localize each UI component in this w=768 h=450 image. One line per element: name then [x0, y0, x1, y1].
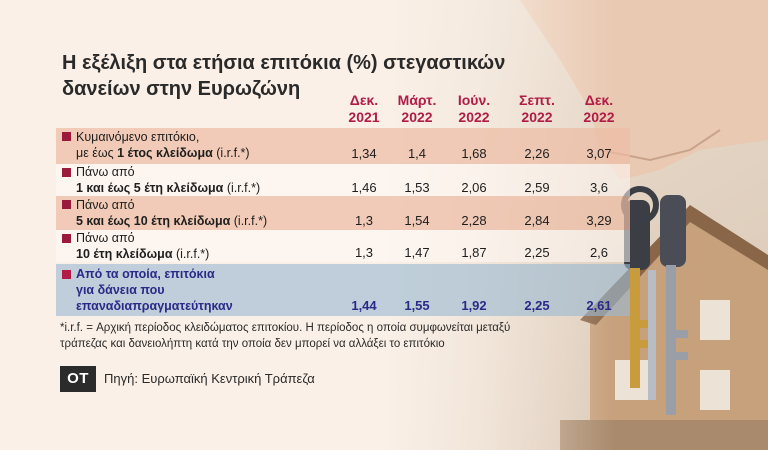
table-row: Πάνω από 5 και έως 10 έτη κλείδωμα (i.r.… [56, 196, 630, 230]
table-cell: 1,68 [461, 146, 487, 161]
row-label-note: (i.r.f.*) [223, 181, 261, 195]
table-row-highlight: Από τα οποία, επιτόκια για δάνεια που επ… [56, 264, 630, 316]
chart-title-line-1: Η εξέλιξη στα ετήσια επιτόκια (%) στεγασ… [62, 52, 506, 74]
table-cell: 3,29 [586, 213, 612, 228]
table-cell: 2,6 [589, 245, 609, 260]
table-cell: 1,87 [461, 245, 487, 260]
row-label-line-2: για δάνεια που [76, 283, 165, 297]
table-row: Πάνω από 1 και έως 5 έτη κλείδωμα (i.r.f… [56, 164, 630, 196]
row-label-line-1: Πάνω από [76, 231, 135, 245]
table-cell: 1,4 [407, 146, 427, 161]
column-header-month: Σεπτ. [519, 92, 555, 108]
column-header-year: 2022 [521, 109, 553, 125]
column-header-month: Ιούν. [457, 92, 491, 108]
bullet-square [62, 200, 71, 209]
row-label-line-2: 1 και έως 5 έτη κλείδωμα (i.r.f.*) [76, 180, 260, 196]
table-cell: 1,3 [354, 213, 374, 228]
table-cell: 2,26 [524, 146, 550, 161]
row-label-note: (i.r.f.*) [230, 214, 268, 228]
bullet-square [62, 234, 71, 243]
column-header-month: Δεκ. [349, 92, 379, 108]
footnote-line-2: τράπεζας και δανειολήπτη κατά την οποία … [60, 338, 445, 350]
column-header-year: 2022 [583, 109, 615, 125]
table-cell: 2,25 [524, 298, 550, 313]
row-label-line-2: 10 έτη κλείδωμα (i.r.f.*) [76, 246, 209, 262]
column-header-year: 2021 [348, 109, 380, 125]
column-header-month: Μάρτ. [397, 92, 437, 108]
row-label-bold: 1 έτος κλείδωμα [117, 146, 213, 160]
table-cell: 2,06 [461, 180, 487, 195]
column-header: Δεκ. 2022 [567, 92, 631, 126]
table-cell: 1,47 [404, 245, 430, 260]
row-label-line-1: Πάνω από [76, 198, 135, 212]
column-header: Σεπτ. 2022 [505, 92, 569, 126]
column-header: Δεκ. 2021 [332, 92, 396, 126]
table-row: Κυμαινόμενο επιτόκιο, με έως 1 έτος κλεί… [56, 128, 630, 164]
table-cell: 1,54 [404, 213, 430, 228]
row-label-line-1: Κυμαινόμενο επιτόκιο, [76, 130, 200, 144]
footnote: *i.r.f. = Αρχική περίοδος κλειδώματος επ… [60, 320, 530, 352]
source-text: Πηγή: Ευρωπαϊκή Κεντρική Τράπεζα [104, 371, 315, 386]
chart-title: Η εξέλιξη στα ετήσια επιτόκια (%) στεγασ… [62, 50, 622, 102]
row-label-text: με έως [76, 146, 118, 160]
column-header-year: 2022 [401, 109, 433, 125]
table-cell: 2,59 [524, 180, 550, 195]
publisher-logo: ΟΤ [60, 366, 96, 392]
row-label-line-2: με έως 1 έτος κλείδωμα (i.r.f.*) [76, 145, 250, 161]
chart-title-line-2: δανείων στην Ευρωζώνη [62, 78, 301, 100]
table-cell: 1,53 [404, 180, 430, 195]
row-label-bold: 5 και έως 10 έτη κλείδωμα [76, 214, 231, 228]
table-cell: 2,28 [461, 213, 487, 228]
row-label-line-2: 5 και έως 10 έτη κλείδωμα (i.r.f.*) [76, 213, 267, 229]
bullet-square [62, 270, 71, 279]
table-cell: 3,07 [586, 146, 612, 161]
footnote-line-1: *i.r.f. = Αρχική περίοδος κλειδώματος επ… [60, 322, 511, 334]
table-cell: 1,34 [351, 146, 377, 161]
table-cell: 1,44 [351, 298, 377, 313]
table-cell: 1,92 [461, 298, 487, 313]
table-cell: 1,46 [351, 180, 377, 195]
row-label-bold: 10 έτη κλείδωμα [76, 247, 173, 261]
column-header: Ιούν. 2022 [442, 92, 506, 126]
column-header-month: Δεκ. [584, 92, 614, 108]
row-label-bold: 1 και έως 5 έτη κλείδωμα [76, 181, 224, 195]
row-label-line-1: Πάνω από [76, 165, 135, 179]
table-cell: 1,3 [354, 245, 374, 260]
column-header: Μάρτ. 2022 [385, 92, 449, 126]
row-label-line-3: επαναδιαπραγματεύτηκαν [76, 299, 233, 313]
table-cell: 2,25 [524, 245, 550, 260]
row-label-note: (i.r.f.*) [212, 146, 250, 160]
table-row: Πάνω από 10 έτη κλείδωμα (i.r.f.*) 1,3 1… [56, 230, 630, 262]
row-label-line-1: Από τα οποία, επιτόκια [76, 267, 215, 281]
table-cell: 2,61 [586, 298, 612, 313]
row-label-note: (i.r.f.*) [172, 247, 210, 261]
column-header-year: 2022 [458, 109, 490, 125]
table-cell: 3,6 [589, 180, 609, 195]
bullet-square [62, 132, 71, 141]
bullet-square [62, 168, 71, 177]
table-cell: 2,84 [524, 213, 550, 228]
table-cell: 1,55 [404, 298, 430, 313]
